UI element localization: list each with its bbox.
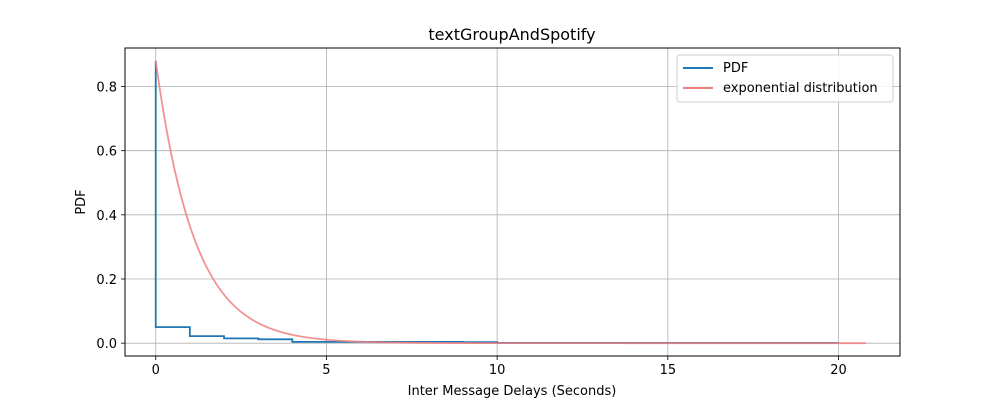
x-tick-label: 20 — [830, 363, 847, 378]
y-tick-label: 0.6 — [96, 145, 117, 160]
ticks: 0 5 10 15 20 0.0 0.2 0.4 0.6 0.8 — [96, 81, 847, 379]
legend: PDF exponential distribution — [676, 54, 894, 103]
x-axis-label: Inter Message Delays (Seconds) — [408, 384, 617, 399]
legend-box — [676, 54, 894, 103]
x-tick-label: 15 — [660, 363, 677, 378]
legend-label-exponential: exponential distribution — [723, 81, 878, 96]
y-tick-label: 0.8 — [96, 81, 117, 96]
pdf-step-line — [154, 60, 839, 344]
exponential-curve — [154, 60, 866, 345]
x-tick-label: 0 — [152, 363, 160, 378]
plot-frame — [124, 47, 901, 357]
legend-label-pdf: PDF — [723, 61, 748, 76]
series-layer — [154, 60, 866, 345]
y-tick-label: 0.4 — [96, 209, 117, 224]
y-tick-label: 0.2 — [96, 273, 117, 288]
y-tick-label: 0.0 — [96, 337, 117, 352]
chart-title: textGroupAndSpotify — [428, 25, 595, 44]
y-axis-label: PDF — [74, 189, 89, 214]
x-tick-label: 10 — [489, 363, 506, 378]
x-tick-label: 5 — [322, 363, 330, 378]
